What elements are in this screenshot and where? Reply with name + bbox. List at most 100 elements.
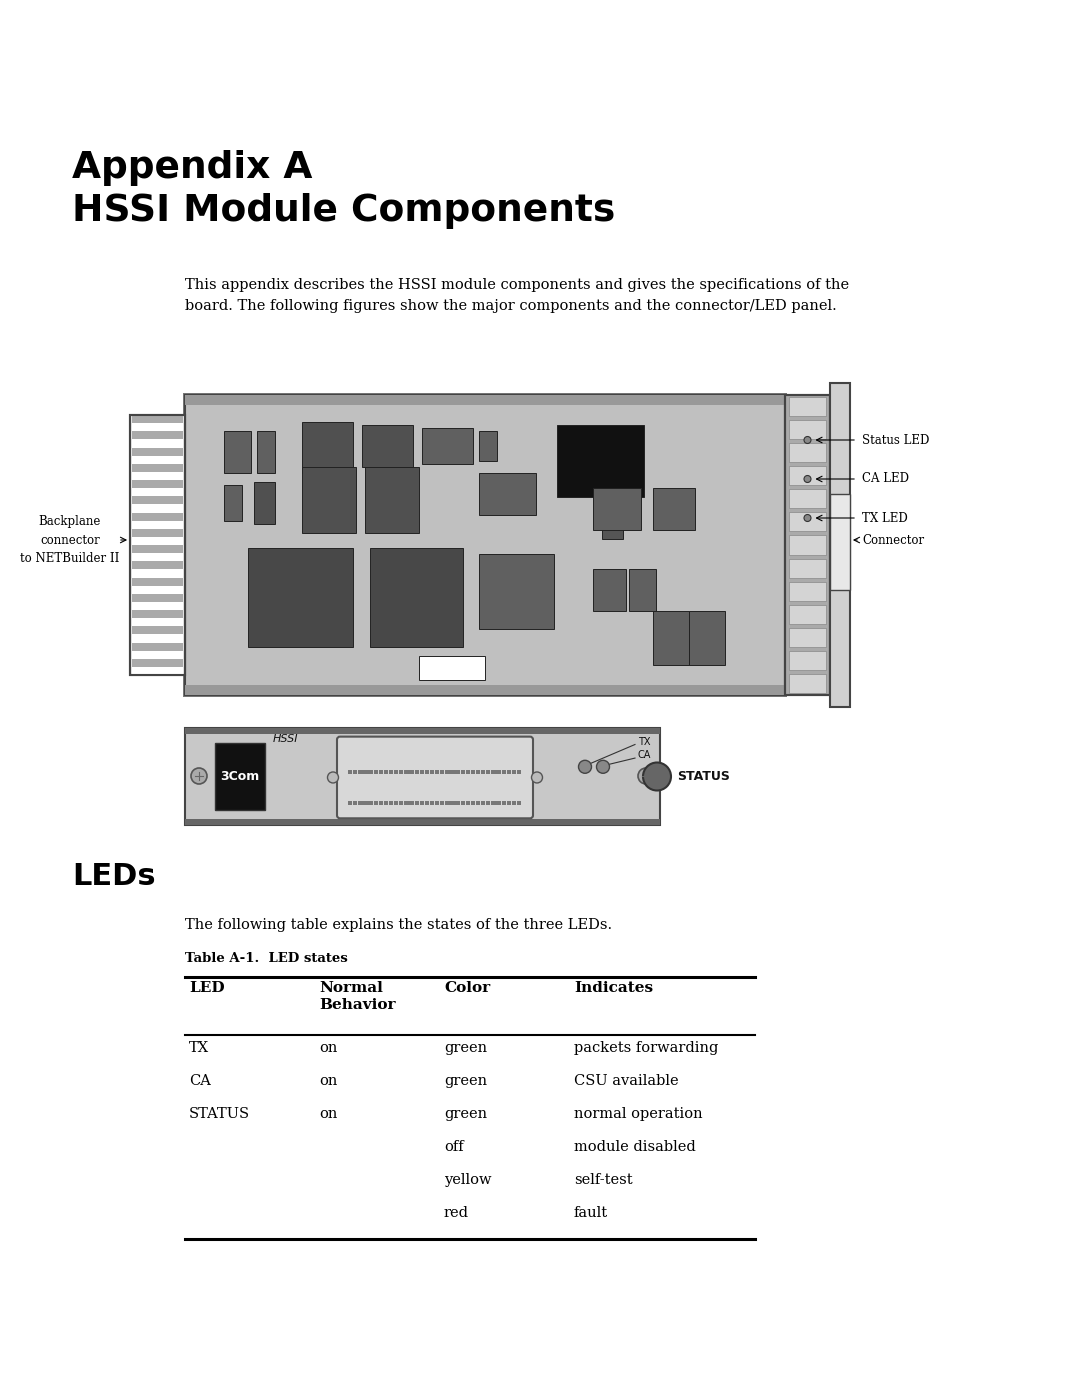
- Bar: [132, 423, 183, 432]
- Circle shape: [579, 760, 592, 774]
- Bar: [415, 802, 419, 805]
- FancyBboxPatch shape: [337, 736, 534, 819]
- Bar: [593, 488, 642, 529]
- Bar: [465, 771, 470, 774]
- Bar: [130, 415, 185, 675]
- Bar: [430, 771, 434, 774]
- Bar: [497, 802, 501, 805]
- Bar: [224, 485, 242, 521]
- Text: on: on: [319, 1041, 337, 1055]
- Text: self-test: self-test: [573, 1172, 633, 1186]
- Circle shape: [804, 436, 811, 443]
- Bar: [517, 802, 522, 805]
- Bar: [132, 447, 183, 455]
- Bar: [185, 395, 785, 405]
- Text: CSU available: CSU available: [573, 1074, 678, 1088]
- Text: yellow: yellow: [444, 1172, 491, 1186]
- Bar: [789, 397, 826, 416]
- Text: green: green: [444, 1041, 487, 1055]
- Bar: [132, 626, 183, 634]
- Bar: [789, 443, 826, 462]
- Bar: [185, 819, 660, 826]
- Text: green: green: [444, 1074, 487, 1088]
- Text: fault: fault: [573, 1206, 608, 1220]
- Bar: [215, 743, 265, 810]
- Bar: [132, 488, 183, 496]
- Bar: [689, 610, 725, 665]
- Bar: [257, 432, 275, 474]
- Text: packets forwarding: packets forwarding: [573, 1041, 718, 1055]
- Bar: [512, 771, 516, 774]
- Bar: [486, 802, 490, 805]
- Bar: [132, 545, 183, 553]
- Bar: [183, 393, 787, 697]
- Bar: [415, 771, 419, 774]
- Bar: [653, 488, 696, 529]
- Bar: [831, 495, 850, 590]
- Bar: [132, 666, 183, 675]
- Bar: [185, 685, 785, 694]
- Circle shape: [327, 773, 338, 782]
- Bar: [476, 771, 481, 774]
- Text: 3Com: 3Com: [220, 770, 259, 782]
- Bar: [497, 771, 501, 774]
- Bar: [789, 467, 826, 485]
- Circle shape: [643, 763, 671, 791]
- Bar: [481, 802, 485, 805]
- Bar: [789, 420, 826, 439]
- Text: CA: CA: [638, 750, 651, 760]
- Bar: [132, 464, 183, 472]
- Bar: [400, 771, 404, 774]
- Bar: [789, 651, 826, 671]
- Bar: [789, 513, 826, 531]
- Bar: [185, 728, 660, 826]
- Bar: [789, 489, 826, 509]
- Text: red: red: [444, 1206, 469, 1220]
- Bar: [507, 771, 511, 774]
- Bar: [132, 472, 183, 481]
- Text: Backplane
connector
to NETBuilder II: Backplane connector to NETBuilder II: [21, 515, 120, 564]
- Bar: [785, 395, 831, 694]
- Bar: [394, 802, 399, 805]
- Bar: [404, 771, 408, 774]
- Bar: [368, 802, 373, 805]
- Bar: [369, 548, 463, 647]
- Bar: [471, 802, 475, 805]
- Text: on: on: [319, 1106, 337, 1120]
- Bar: [132, 415, 183, 423]
- Text: STATUS: STATUS: [677, 770, 730, 782]
- Bar: [132, 577, 183, 585]
- Text: CA: CA: [189, 1074, 211, 1088]
- Bar: [224, 432, 251, 474]
- Bar: [348, 802, 352, 805]
- Bar: [132, 513, 183, 521]
- Bar: [353, 771, 357, 774]
- Bar: [132, 643, 183, 651]
- Bar: [557, 425, 644, 497]
- Bar: [480, 474, 536, 515]
- Bar: [445, 802, 449, 805]
- Bar: [789, 673, 826, 693]
- Bar: [441, 771, 445, 774]
- Bar: [362, 425, 413, 467]
- Text: This appendix describes the HSSI module components and gives the specifications : This appendix describes the HSSI module …: [185, 278, 849, 313]
- Circle shape: [191, 768, 207, 784]
- Bar: [420, 802, 424, 805]
- Bar: [132, 585, 183, 594]
- Bar: [383, 802, 388, 805]
- Bar: [363, 771, 367, 774]
- Text: module disabled: module disabled: [573, 1140, 696, 1154]
- Bar: [302, 467, 356, 534]
- Bar: [460, 771, 464, 774]
- Bar: [132, 610, 183, 617]
- Bar: [409, 771, 414, 774]
- Text: Normal: Normal: [319, 981, 383, 995]
- Bar: [480, 555, 554, 629]
- Bar: [422, 427, 473, 464]
- Bar: [629, 569, 656, 610]
- Bar: [132, 570, 183, 577]
- Bar: [486, 771, 490, 774]
- Bar: [389, 771, 393, 774]
- Bar: [389, 802, 393, 805]
- Bar: [460, 802, 464, 805]
